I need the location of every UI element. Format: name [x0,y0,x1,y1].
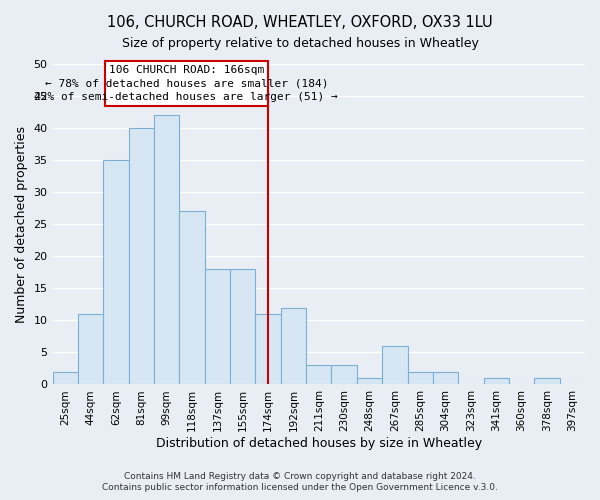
Bar [103,160,128,384]
X-axis label: Distribution of detached houses by size in Wheatley: Distribution of detached houses by size … [156,437,482,450]
Bar [281,308,306,384]
Text: ← 78% of detached houses are smaller (184): ← 78% of detached houses are smaller (18… [44,78,328,88]
Bar [331,365,357,384]
Y-axis label: Number of detached properties: Number of detached properties [15,126,28,322]
Text: Contains public sector information licensed under the Open Government Licence v.: Contains public sector information licen… [102,484,498,492]
Bar [407,372,433,384]
Bar [433,372,458,384]
Bar [154,116,179,384]
Bar [179,212,205,384]
Text: Contains HM Land Registry data © Crown copyright and database right 2024.: Contains HM Land Registry data © Crown c… [124,472,476,481]
Bar [306,365,331,384]
Bar [382,346,407,385]
Bar [78,314,103,384]
Text: 106, CHURCH ROAD, WHEATLEY, OXFORD, OX33 1LU: 106, CHURCH ROAD, WHEATLEY, OXFORD, OX33… [107,15,493,30]
Bar [53,372,78,384]
Bar [484,378,509,384]
Text: Size of property relative to detached houses in Wheatley: Size of property relative to detached ho… [122,38,478,51]
Bar [230,269,256,384]
Text: 106 CHURCH ROAD: 166sqm: 106 CHURCH ROAD: 166sqm [109,65,264,75]
Bar [128,128,154,384]
Bar [534,378,560,384]
Bar [357,378,382,384]
FancyBboxPatch shape [104,61,268,106]
Text: 22% of semi-detached houses are larger (51) →: 22% of semi-detached houses are larger (… [34,92,338,102]
Bar [205,269,230,384]
Bar [256,314,281,384]
